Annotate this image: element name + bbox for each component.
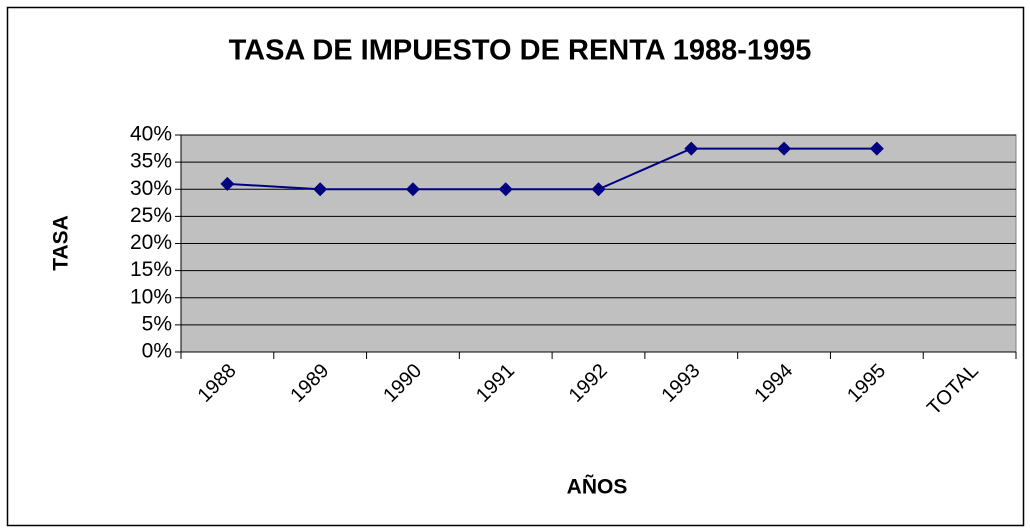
series-line (227, 147, 877, 191)
y-tick-label: 10% (130, 285, 172, 308)
data-point (405, 182, 420, 197)
y-tick-label: 15% (130, 258, 172, 281)
y-axis-label: TASA (50, 215, 73, 271)
y-tick-label: 40% (130, 123, 172, 146)
data-point (498, 182, 513, 197)
data-point (684, 141, 699, 156)
y-tick-label: 20% (130, 231, 172, 254)
y-tick-label: 5% (142, 312, 172, 335)
y-tick-label: 0% (142, 340, 172, 363)
data-point (220, 176, 235, 191)
data-point (777, 141, 792, 156)
x-axis-label: AÑOS (567, 476, 628, 499)
y-tick-label: 35% (130, 150, 172, 173)
data-point (869, 141, 884, 156)
y-tick-label: 25% (130, 204, 172, 227)
y-tick-label: 30% (130, 177, 172, 200)
chart-title: TASA DE IMPUESTO DE RENTA 1988-1995 (229, 35, 812, 67)
data-point (591, 182, 606, 197)
data-point (313, 182, 328, 197)
